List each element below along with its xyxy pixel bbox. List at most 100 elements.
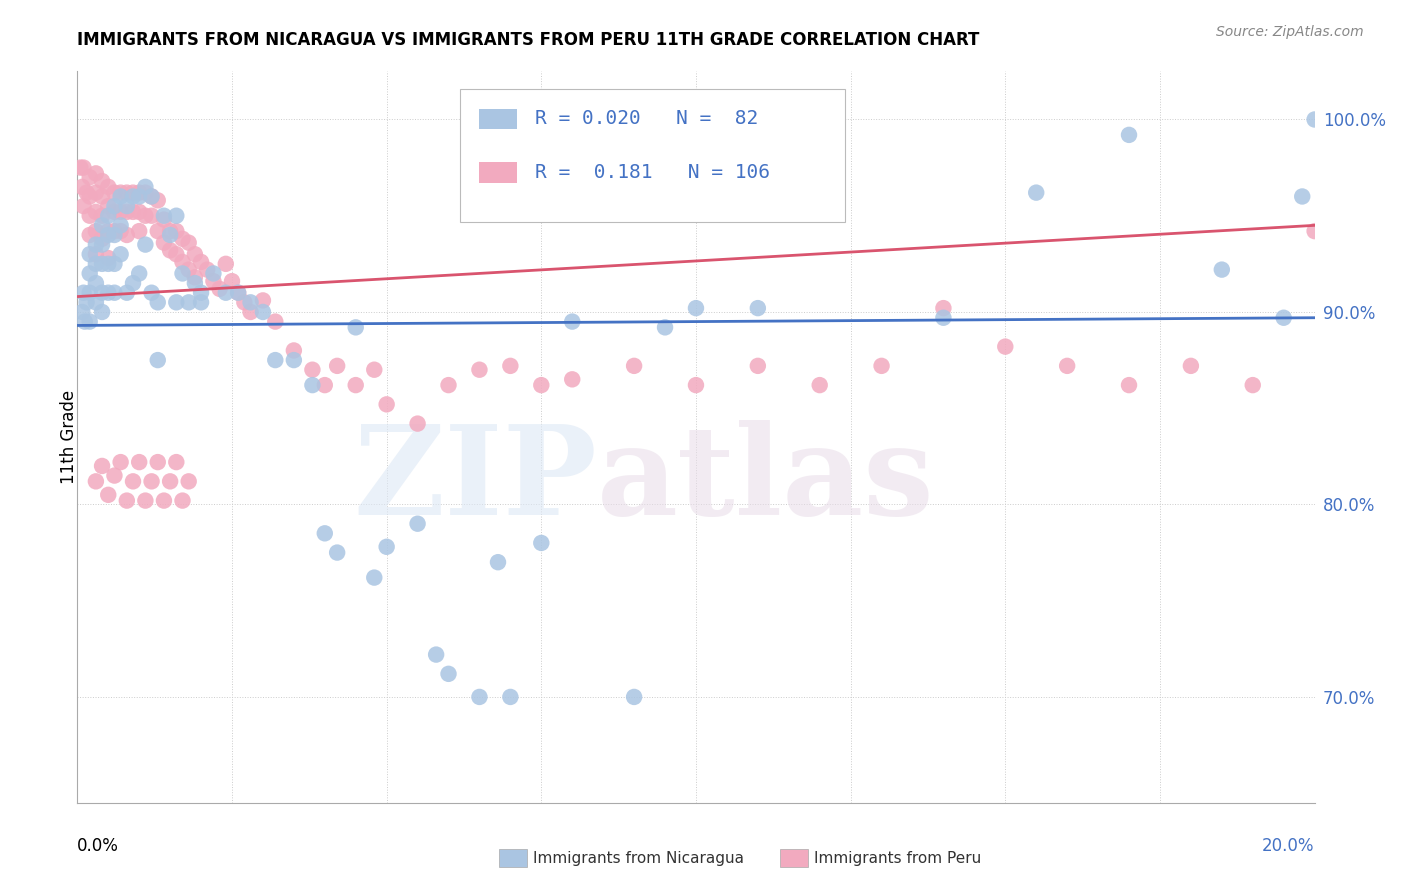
Point xyxy=(153,212,176,227)
Point xyxy=(716,170,738,185)
Point xyxy=(141,475,163,489)
Point xyxy=(561,315,583,329)
Point xyxy=(97,209,120,223)
Point xyxy=(122,276,145,290)
Point xyxy=(97,224,120,238)
Point xyxy=(153,235,176,250)
Point xyxy=(79,247,101,261)
Point xyxy=(190,285,212,300)
Point xyxy=(1272,310,1295,325)
Point xyxy=(115,205,138,219)
Point xyxy=(91,305,114,319)
Point xyxy=(84,166,107,180)
Text: 20.0%: 20.0% xyxy=(1263,838,1315,855)
Point xyxy=(215,257,238,271)
Point xyxy=(375,540,398,554)
Point xyxy=(159,227,181,242)
Point xyxy=(79,170,101,185)
Point xyxy=(76,295,98,310)
Point xyxy=(184,247,207,261)
Point xyxy=(103,227,125,242)
Point xyxy=(110,189,132,203)
Point xyxy=(252,305,274,319)
Point xyxy=(103,205,125,219)
Point xyxy=(172,255,194,269)
Point xyxy=(406,516,429,531)
Point xyxy=(202,267,225,281)
Point xyxy=(165,247,187,261)
Point xyxy=(165,224,187,238)
Point xyxy=(1303,112,1326,127)
Point xyxy=(177,295,200,310)
Point xyxy=(115,199,138,213)
Point xyxy=(122,205,145,219)
Point xyxy=(134,179,156,194)
Point xyxy=(1180,359,1202,373)
Point xyxy=(221,274,243,288)
Point xyxy=(530,536,553,550)
Point xyxy=(79,227,101,242)
Point xyxy=(172,267,194,281)
Point xyxy=(79,209,101,223)
Point xyxy=(326,359,349,373)
Point xyxy=(1303,224,1326,238)
Point xyxy=(623,690,645,704)
Point xyxy=(134,209,156,223)
Point xyxy=(146,224,169,238)
Point xyxy=(141,189,163,203)
Text: IMMIGRANTS FROM NICARAGUA VS IMMIGRANTS FROM PERU 11TH GRADE CORRELATION CHART: IMMIGRANTS FROM NICARAGUA VS IMMIGRANTS … xyxy=(77,31,980,49)
Point xyxy=(110,224,132,238)
Point xyxy=(1291,189,1313,203)
Point xyxy=(530,378,553,392)
Point xyxy=(103,285,125,300)
Point xyxy=(437,666,460,681)
Point xyxy=(79,315,101,329)
Point xyxy=(97,488,120,502)
Point xyxy=(91,232,114,246)
Point xyxy=(1118,128,1140,142)
Point xyxy=(159,244,181,258)
Point xyxy=(685,301,707,315)
Point xyxy=(301,378,323,392)
Point xyxy=(84,475,107,489)
Point xyxy=(103,257,125,271)
Point xyxy=(195,262,218,277)
Point xyxy=(134,493,156,508)
Point xyxy=(437,378,460,392)
Point xyxy=(153,493,176,508)
Point xyxy=(301,362,323,376)
Point xyxy=(134,237,156,252)
Point xyxy=(215,285,238,300)
Point xyxy=(314,378,336,392)
Point xyxy=(747,301,769,315)
Point xyxy=(91,257,114,271)
Point xyxy=(1118,378,1140,392)
Point xyxy=(190,295,212,310)
Point xyxy=(122,186,145,200)
Point xyxy=(146,455,169,469)
Point xyxy=(932,310,955,325)
Point xyxy=(91,237,114,252)
Point xyxy=(128,224,150,238)
Point xyxy=(486,555,509,569)
Point xyxy=(115,227,138,242)
Point xyxy=(994,340,1017,354)
Point xyxy=(326,545,349,559)
Text: R =  0.181   N = 106: R = 0.181 N = 106 xyxy=(536,163,770,182)
Point xyxy=(561,372,583,386)
Point xyxy=(283,343,305,358)
Point xyxy=(1211,262,1233,277)
Point xyxy=(344,378,367,392)
Text: Source: ZipAtlas.com: Source: ZipAtlas.com xyxy=(1216,25,1364,39)
Point xyxy=(73,315,96,329)
Point xyxy=(91,219,114,233)
Point xyxy=(184,270,207,285)
Point xyxy=(153,209,176,223)
Point xyxy=(363,571,385,585)
Point xyxy=(184,276,207,290)
Point xyxy=(654,320,676,334)
Point xyxy=(97,179,120,194)
Point xyxy=(110,186,132,200)
Point xyxy=(97,227,120,242)
Point xyxy=(283,353,305,368)
